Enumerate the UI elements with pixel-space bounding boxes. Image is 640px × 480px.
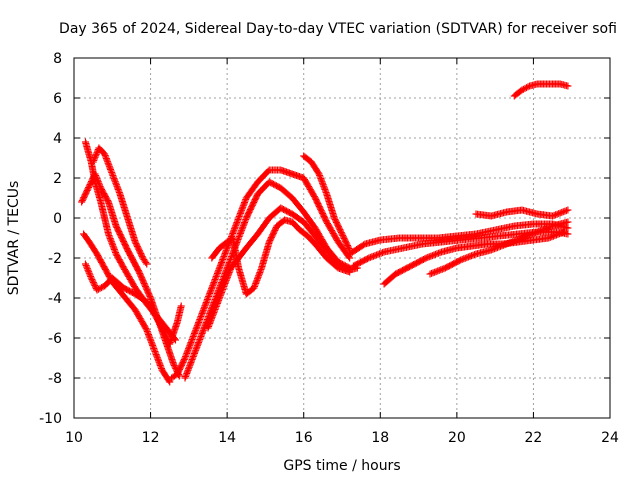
data-point: [171, 363, 179, 371]
series-track-13: [380, 228, 568, 288]
data-point: [87, 274, 95, 282]
x-tick-label: 16: [295, 430, 313, 446]
data-point: [89, 279, 97, 286]
data-point: [90, 280, 98, 288]
data-point: [92, 150, 100, 158]
y-tick-label: 0: [53, 211, 62, 227]
data-point: [93, 149, 101, 157]
y-tick-label: 4: [53, 131, 62, 147]
data-point: [96, 284, 104, 292]
data-point: [93, 286, 101, 294]
data-point: [177, 302, 185, 310]
x-tick-label: 22: [525, 430, 543, 446]
x-tick-label: 24: [601, 430, 619, 446]
series-track-9: [208, 216, 354, 298]
data-point: [85, 268, 93, 276]
data-point: [83, 265, 91, 273]
data-point: [523, 84, 531, 92]
series-track-3: [81, 138, 179, 344]
y-tick-label: -10: [39, 411, 62, 427]
data-point: [519, 85, 527, 93]
data-point: [142, 325, 150, 333]
data-point: [89, 158, 97, 166]
data-point: [564, 82, 572, 90]
series-track-8: [204, 204, 361, 332]
data-point: [81, 260, 89, 268]
x-tick-label: 14: [218, 430, 236, 446]
y-axis-label: SDTVAR / TECUs: [6, 181, 22, 296]
data-point: [88, 276, 96, 283]
data-point: [82, 262, 90, 270]
series-track-1: [80, 230, 174, 386]
data-point: [166, 378, 174, 386]
y-tick-label: 6: [53, 91, 62, 107]
data-point: [138, 253, 146, 261]
chart-title: Day 365 of 2024, Sidereal Day-to-day VTE…: [59, 21, 617, 37]
data-point: [86, 271, 94, 279]
data-point: [86, 181, 94, 188]
series-track-10: [300, 152, 354, 254]
data-marks: [78, 80, 572, 386]
data-point: [84, 266, 92, 274]
x-tick-label: 18: [371, 430, 389, 446]
x-axis-label: GPS time / hours: [283, 458, 400, 474]
data-point: [98, 284, 106, 292]
series-track-5: [81, 260, 185, 348]
data-point: [91, 153, 99, 161]
data-point: [564, 218, 572, 226]
data-point: [524, 83, 532, 91]
data-point: [564, 206, 572, 214]
data-point: [92, 152, 100, 160]
data-point: [90, 156, 98, 164]
data-point: [85, 182, 93, 190]
y-tick-label: -6: [48, 331, 62, 347]
data-point: [91, 282, 99, 289]
x-tick-label: 20: [448, 430, 466, 446]
x-tick-label: 12: [142, 430, 160, 446]
x-tick-label: 10: [65, 430, 83, 446]
data-point: [564, 230, 572, 238]
data-point: [87, 272, 95, 280]
y-tick-label: 2: [53, 171, 62, 187]
data-point: [180, 355, 188, 363]
series-track-6: [168, 166, 354, 382]
y-tick-label: -2: [48, 251, 62, 267]
plot-frame: [73, 57, 611, 419]
data-point: [521, 84, 529, 92]
data-point: [564, 224, 572, 232]
data-point: [518, 86, 526, 94]
data-point: [85, 183, 93, 191]
series-track-4: [89, 144, 151, 268]
y-tick-label: 8: [53, 51, 62, 67]
series-track-14: [426, 218, 572, 278]
data-point: [345, 245, 353, 253]
data-point: [95, 285, 103, 293]
data-point: [346, 268, 354, 276]
data-point: [142, 259, 150, 266]
series-track-15: [472, 206, 572, 220]
data-point: [85, 269, 93, 277]
y-tick-label: -4: [48, 291, 62, 307]
data-point: [560, 228, 568, 236]
data-point: [89, 277, 97, 285]
series-track-12: [349, 228, 572, 270]
data-point: [90, 155, 98, 163]
data-point: [83, 263, 91, 271]
grid-lines: [74, 58, 610, 418]
series-track-16: [510, 80, 572, 100]
data-point: [170, 360, 178, 368]
data-point: [143, 260, 151, 268]
y-tick-label: -8: [48, 371, 62, 387]
data-point: [170, 362, 178, 369]
